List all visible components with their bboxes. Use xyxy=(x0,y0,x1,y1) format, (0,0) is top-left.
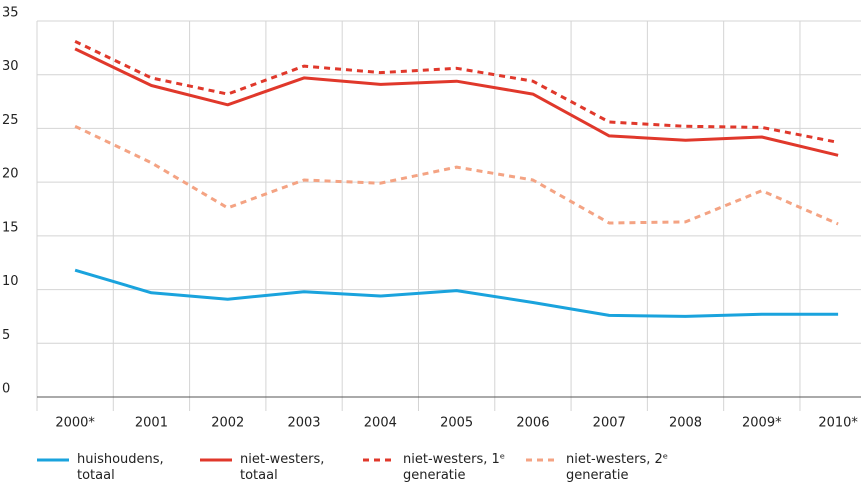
x-tick-label: 2006 xyxy=(516,416,549,431)
y-tick-label: 0 xyxy=(2,382,10,397)
x-tick-label: 2004 xyxy=(364,416,397,431)
series-line xyxy=(74,124,839,226)
legend-swatch xyxy=(363,458,395,462)
legend: huishoudens, totaal niet-westers, totaal n… xyxy=(37,452,689,484)
x-tick-label: 2010* xyxy=(818,416,858,431)
legend-entry: niet-westers, totaal xyxy=(200,452,363,484)
x-tick-label: 2003 xyxy=(287,416,320,431)
y-tick-label: 30 xyxy=(2,59,19,74)
legend-swatch xyxy=(526,458,558,462)
y-tick-label: 15 xyxy=(2,220,19,235)
y-tick-label: 10 xyxy=(2,274,19,289)
x-tick-label: 2005 xyxy=(440,416,473,431)
y-tick-label: 5 xyxy=(2,328,10,343)
legend-entry: niet-westers, 2ᵉ generatie xyxy=(526,452,689,484)
x-tick-label: 2009* xyxy=(742,416,782,431)
y-tick-label: 25 xyxy=(2,113,19,128)
y-tick-label: 20 xyxy=(2,167,19,182)
series-line xyxy=(74,268,839,318)
legend-swatch xyxy=(37,458,69,462)
x-tick-label: 2002 xyxy=(211,416,244,431)
y-tick-label: 35 xyxy=(2,6,19,21)
x-tick-label: 2001 xyxy=(135,416,168,431)
legend-entry: huishoudens, totaal xyxy=(37,452,200,484)
legend-label: niet-westers, 2ᵉ generatie xyxy=(566,452,669,483)
legend-label: huishoudens, totaal xyxy=(77,452,164,483)
chart: 0 5 10 15 20 25 30 35 2000* 2001 2002 2003 2004 2005 2… xyxy=(2,6,861,431)
series-line xyxy=(74,40,839,144)
x-tick-label: 2007 xyxy=(593,416,626,431)
legend-label: niet-westers, totaal xyxy=(240,452,325,483)
x-tick-label: 2008 xyxy=(669,416,702,431)
x-tick-label: 2000* xyxy=(55,416,95,431)
legend-label: niet-westers, 1ᵉ generatie xyxy=(403,452,506,483)
series-line xyxy=(74,47,839,157)
legend-entry: niet-westers, 1ᵉ generatie xyxy=(363,452,526,484)
legend-swatch xyxy=(200,458,232,462)
